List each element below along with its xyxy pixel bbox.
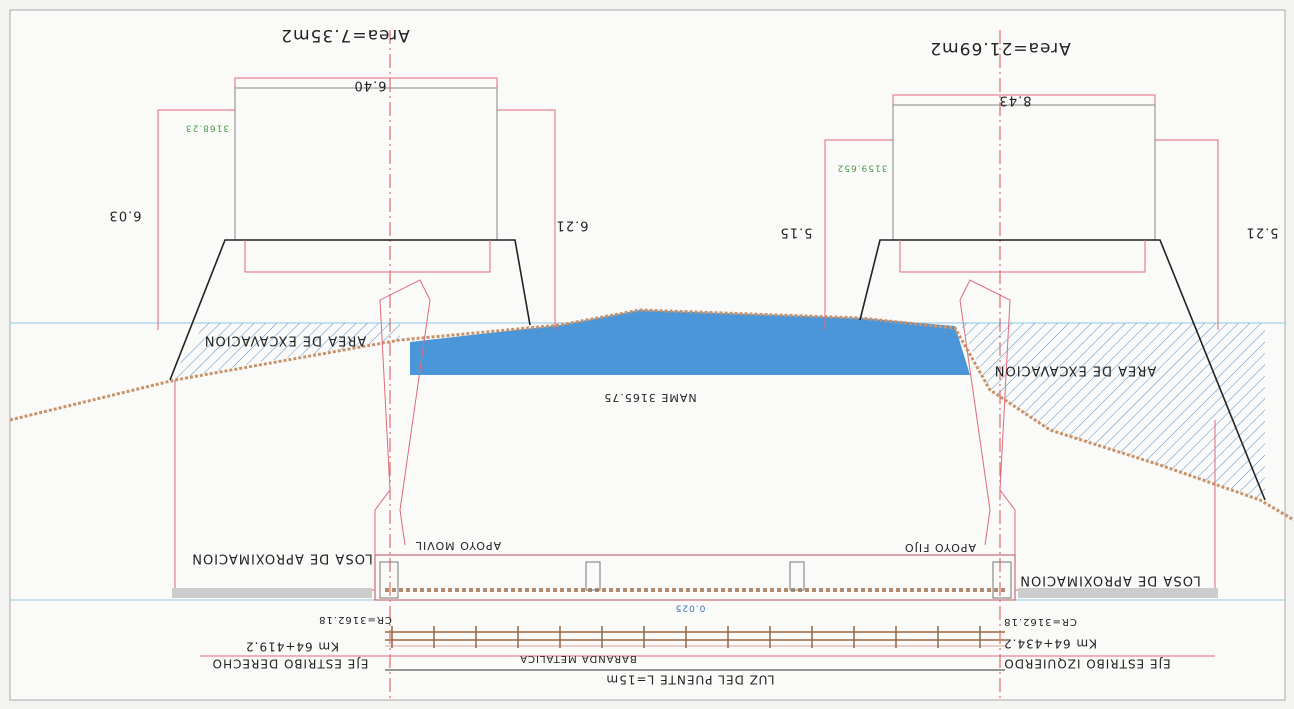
dimension-line [234, 77, 498, 88]
support-label: APOYO FIJO [904, 541, 976, 554]
girder [992, 561, 1012, 599]
elevation-label: 3159.652 [837, 163, 888, 173]
abutment-line [244, 240, 491, 273]
water-level-label: NAME 3165.75 [603, 391, 696, 404]
excavation-label: AREA DE EXCAVACION [994, 363, 1156, 378]
area-label: Area=7.35m2 [280, 25, 410, 45]
deck [374, 554, 1016, 601]
railing-posts [391, 626, 981, 648]
elevation-label: CR=3162.18 [1003, 616, 1077, 627]
deck-label: 0.025 [675, 603, 706, 613]
ground-line [9, 308, 1294, 522]
excavation-label: AREA DE EXCAVACION [204, 333, 366, 348]
area-label: Area=21.69m2 [929, 38, 1070, 58]
dimension-label: 8.43 [999, 93, 1032, 108]
axis-label: EJE ESTRIBO IZQUIERDO [1003, 657, 1170, 671]
girder [379, 561, 399, 599]
slab-label: LOSA DE APROXIMACION [191, 551, 373, 566]
slab-label: LOSA DE APROXIMACION [1019, 573, 1201, 588]
support-label: APOYO MOVIL [415, 539, 501, 552]
dimension-label: 6.03 [109, 208, 142, 223]
abutment-line [899, 240, 1146, 273]
dimension-line [824, 139, 893, 330]
railing-label: BARANDA METALICA [519, 653, 637, 664]
excavation-hatch [960, 323, 1265, 500]
elevation-label: 3168.23 [185, 123, 229, 133]
dimension-line [892, 94, 1156, 105]
dimension-label: 6.21 [556, 218, 589, 233]
abutment-line [374, 279, 431, 555]
station-label: Km 64+419.2 [245, 640, 339, 654]
approach-slab [172, 588, 372, 598]
dimension-line [497, 109, 556, 330]
dimension-label: 5.21 [1246, 225, 1279, 240]
dimension-label: 5.15 [780, 225, 813, 240]
dimension-label: 6.40 [354, 78, 387, 93]
girder [585, 561, 601, 591]
approach-slab [1018, 588, 1218, 598]
station-label: Km 64+434.2 [1003, 637, 1097, 651]
girder [789, 561, 805, 591]
elevation-label: CR=3162.18 [318, 614, 392, 625]
railing [200, 631, 1215, 671]
dimension-line [157, 109, 235, 330]
abutment-line [959, 279, 1016, 555]
axis-label: EJE ESTRIBO DERECHO [212, 657, 369, 671]
span-label: LUZ DEL PUENTE L=15m [605, 673, 774, 687]
dimension-line [1155, 139, 1219, 330]
water [410, 310, 970, 375]
excavation-hatch [170, 323, 400, 380]
abutment-outline [169, 239, 531, 381]
abutment-outline [859, 239, 1266, 501]
